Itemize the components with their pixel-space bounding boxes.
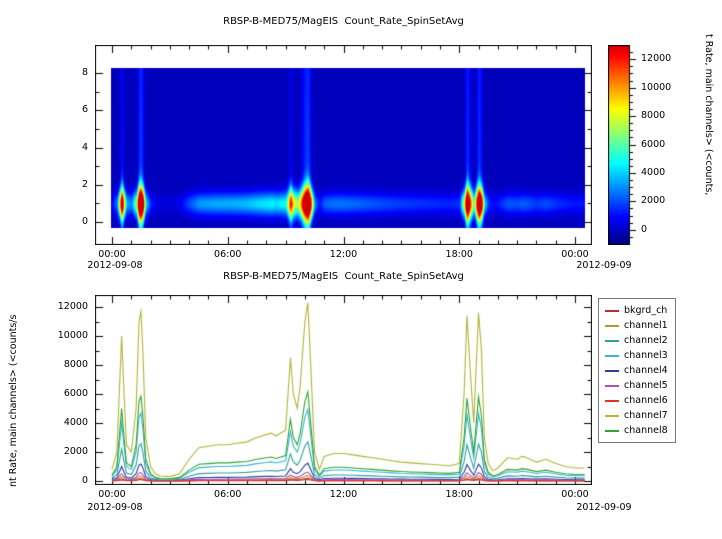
tick-label: 0: [81, 475, 88, 486]
tick-label: 10000: [641, 81, 672, 93]
tick-label: 8000: [641, 110, 666, 122]
legend-swatch: [605, 369, 619, 372]
legend-swatch: [605, 429, 619, 432]
legend-item-label: channel6: [624, 394, 668, 406]
tick-label: 18:00: [445, 489, 473, 500]
legend: bkgrd_ch channel1 channel2 channel3 channel4…: [598, 298, 676, 443]
tick-label: 06:00: [214, 489, 242, 500]
tick-label: 6: [81, 104, 88, 116]
legend-swatch: [605, 384, 619, 387]
tick-label: 0: [81, 216, 88, 227]
legend-item: channel4: [605, 363, 668, 378]
legend-swatch: [605, 339, 619, 342]
end-date-label-bottom: 2012-09-09: [576, 502, 632, 513]
tick-label: 12000: [641, 53, 672, 65]
tick-label: 10000: [57, 330, 88, 341]
legend-swatch: [605, 309, 619, 312]
start-date-label-bottom: 2012-09-08: [87, 502, 143, 513]
colorbar-axis-label: t Rate, main channels> (<counts,: [703, 34, 714, 196]
legend-item: channel8: [605, 423, 668, 438]
legend-item: channel7: [605, 408, 668, 423]
tick-label: 2: [81, 178, 88, 190]
legend-item-label: bkgrd_ch: [624, 304, 668, 316]
legend-item: channel1: [605, 318, 668, 333]
legend-swatch: [605, 354, 619, 357]
tick-label: 4000: [641, 166, 666, 178]
colorbar[interactable]: [608, 45, 638, 245]
end-date-label-top: 2012-09-09: [576, 260, 632, 271]
legend-item-label: channel7: [624, 409, 668, 421]
tick-label: 00:00: [98, 249, 126, 260]
legend-item-label: channel4: [624, 364, 668, 376]
legend-item: channel5: [605, 378, 668, 393]
tick-label: 00:00: [561, 489, 589, 500]
legend-item: channel6: [605, 393, 668, 408]
start-date-label-top: 2012-09-08: [87, 260, 143, 271]
tick-label: 06:00: [214, 249, 242, 260]
tick-label: 00:00: [561, 249, 589, 260]
tick-label: 0: [641, 223, 648, 235]
legend-item: channel3: [605, 348, 668, 363]
tick-label: 4000: [63, 417, 88, 428]
tick-label: 00:00: [98, 489, 126, 500]
tick-label: 18:00: [445, 249, 473, 260]
tick-label: 4: [81, 141, 88, 153]
tick-label: 8000: [63, 359, 88, 370]
legend-item-label: channel8: [624, 424, 668, 436]
legend-item: channel2: [605, 333, 668, 348]
tick-label: 8: [81, 67, 88, 78]
legend-item-label: channel1: [624, 319, 668, 331]
line-chart-title: RBSP-B-MED75/MagEIS Count_Rate_SpinSetAv…: [223, 271, 464, 282]
legend-swatch: [605, 324, 619, 327]
legend-swatch: [605, 399, 619, 402]
tick-label: 6000: [641, 138, 666, 150]
legend-item-label: channel5: [624, 379, 668, 391]
legend-item: bkgrd_ch: [605, 303, 668, 318]
tick-label: 2000: [63, 446, 88, 457]
tick-label: 2000: [641, 195, 666, 207]
tick-label: 6000: [63, 388, 88, 399]
spectrogram-title: RBSP-B-MED75/MagEIS Count_Rate_SpinSetAv…: [223, 16, 464, 27]
line-plot[interactable]: [95, 295, 592, 485]
legend-swatch: [605, 414, 619, 417]
tick-label: 12:00: [329, 249, 358, 260]
legend-item-label: channel2: [624, 334, 668, 346]
tick-label: 12000: [57, 301, 88, 312]
legend-item-label: channel3: [624, 349, 668, 361]
spectrogram-plot[interactable]: [95, 45, 592, 245]
tick-label: 12:00: [329, 489, 358, 500]
y-axis-label: nt Rate, main channels> (<counts/s: [8, 314, 19, 487]
